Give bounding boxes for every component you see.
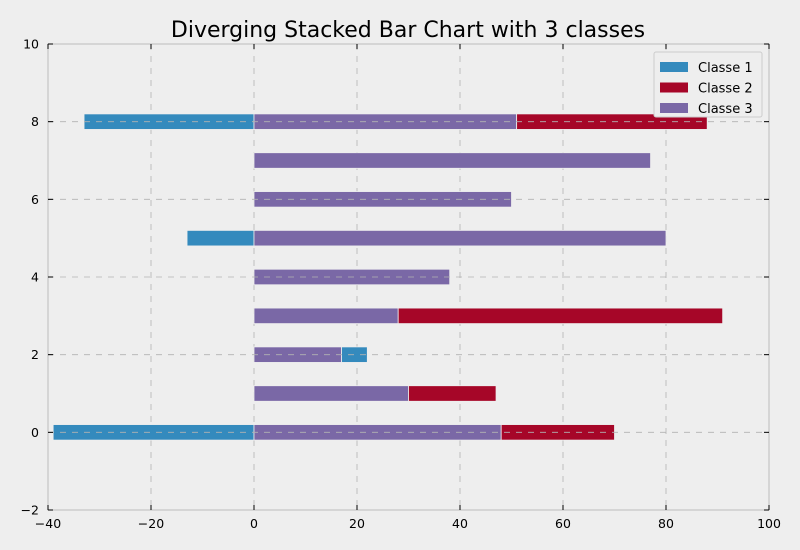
legend-swatch: [660, 103, 688, 113]
y-tick-label: −2: [21, 503, 39, 518]
legend-label: Classe 3: [698, 102, 753, 117]
bar-segment: [253, 229, 667, 247]
bar-segment: [253, 385, 409, 402]
y-tick-label: 6: [31, 192, 39, 207]
bar-segment: [397, 307, 724, 325]
x-tick-label: 60: [555, 516, 571, 531]
legend-swatch: [660, 62, 688, 72]
y-tick-label: 10: [23, 37, 39, 52]
x-tick-label: 20: [349, 516, 365, 531]
x-tick-label: 80: [658, 516, 674, 531]
legend-swatch: [660, 82, 688, 93]
y-tick-label: 4: [31, 270, 39, 285]
bars-layer: [52, 113, 724, 441]
legend-label: Classe 2: [698, 82, 753, 97]
x-tick-label: −40: [35, 516, 61, 531]
bar-segment: [253, 307, 399, 325]
y-tick-label: 8: [31, 114, 39, 129]
x-tick-label: 100: [757, 516, 781, 531]
chart-title: Diverging Stacked Bar Chart with 3 class…: [171, 18, 645, 43]
legend: Classe 1 Classe 2 Classe 3: [653, 51, 763, 118]
bar-segment: [408, 385, 497, 402]
gridlines-foreground: [48, 121, 769, 433]
bar-segment: [253, 152, 651, 169]
x-tick-label: −20: [138, 516, 164, 531]
bar-segment: [52, 424, 255, 441]
legend-label: Classe 1: [698, 61, 753, 76]
x-tick-label: 0: [250, 516, 258, 531]
y-tick-label: 2: [31, 347, 39, 362]
y-tick-label: 0: [31, 425, 39, 440]
x-tick-label: 40: [452, 516, 468, 531]
bar-segment: [186, 229, 255, 247]
